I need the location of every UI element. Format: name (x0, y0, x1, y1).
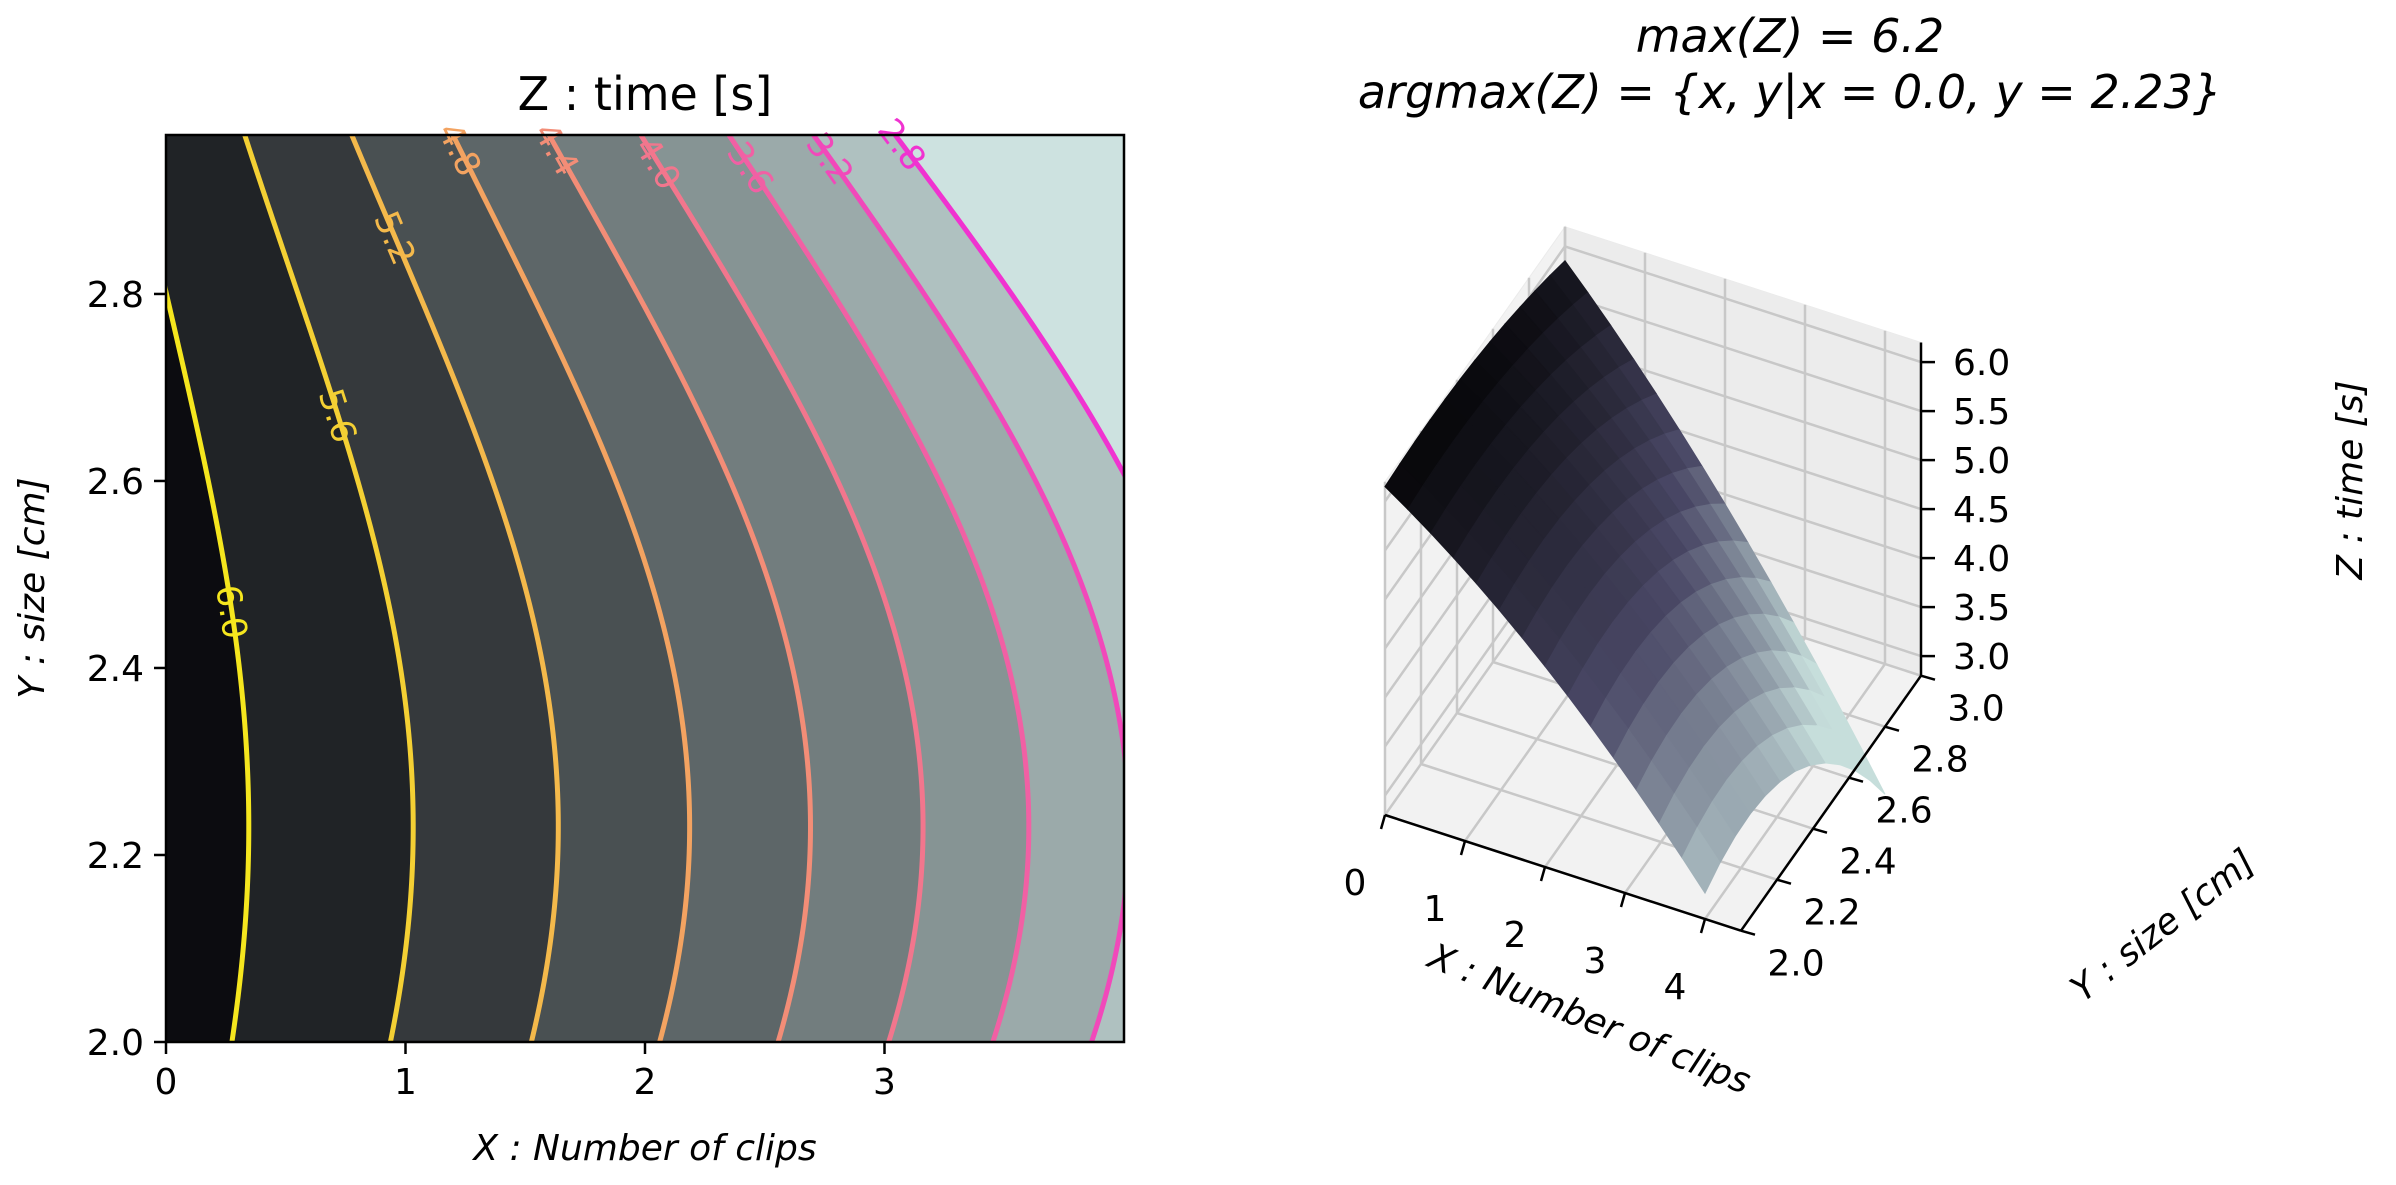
y-tick-label: 2.4 (87, 649, 144, 690)
x-tick-label: 2 (634, 1062, 657, 1103)
y-tick-label: 2.8 (87, 275, 144, 316)
axis-line (1739, 674, 1923, 932)
axis-line (1776, 878, 1792, 885)
x-tick-label: 1 (394, 1062, 417, 1103)
axis-line (1619, 892, 1627, 908)
contour-y-axis-label: Y : size [cm] (12, 477, 53, 698)
surface-x-tick-label: 3 (1584, 941, 1607, 982)
grid-line (1564, 294, 1922, 413)
surface-z-tick-label: 5.0 (1953, 441, 2010, 482)
contour-fill-layer (166, 135, 1124, 1042)
grid-line (1703, 663, 1887, 920)
surface-z-tick-label: 4.0 (1953, 539, 2010, 580)
x-tick-label: 3 (873, 1062, 896, 1103)
surface-z-tick-label: 5.5 (1953, 392, 2010, 433)
surface-title-line-1: max(Z) = 6.2 (1636, 9, 1945, 63)
contour-line (726, 135, 1032, 1042)
surface-patch (1681, 827, 1721, 895)
contour-line (242, 135, 416, 1042)
x-tick-label: 0 (155, 1062, 178, 1103)
surface-x-tick-label: 0 (1344, 863, 1367, 904)
surface-axes: 0 1 2 3 4 2.0 2.2 2.4 2.6 2.8 3.0 3.0 3.5 4.0 4.5 5.0 5.… (1344, 342, 2010, 1008)
surface-x-tick-label: 4 (1664, 967, 1687, 1008)
axis-line (1884, 725, 1900, 732)
surface-title-line-2: argmax(Z) = {x, y|x = 0.0, y = 2.23} (1358, 65, 2222, 120)
surface-z-tick-label: 3.5 (1953, 588, 2010, 629)
surface-y-tick-label: 2.4 (1839, 842, 1896, 883)
axis-line (1920, 674, 1936, 681)
surface-y-tick-label: 3.0 (1947, 689, 2004, 730)
axis-line (1539, 866, 1547, 882)
axis-line (1848, 776, 1864, 783)
surface-chart: max(Z) = 6.2 argmax(Z) = {x, y|x = 0.0, … (1344, 9, 2371, 1103)
surface-y-tick-label: 2.2 (1803, 893, 1860, 934)
contour-line (349, 135, 561, 1042)
axis-line (1384, 813, 1742, 932)
axis-line (1379, 814, 1387, 830)
surface-y-tick-label: 2.0 (1767, 944, 1824, 985)
contour-axis-ticks: 0 1 2 3 2.0 2.2 2.4 2.6 2.8 (87, 275, 896, 1103)
contour-title: Z : time [s] (518, 67, 773, 121)
surface-z-tick-label: 4.5 (1953, 490, 2010, 531)
y-tick-label: 2.2 (87, 836, 144, 877)
contour-chart: 6.05.65.24.8 4.4 4.0 3.6 3.2 2.8 0 1 2 32.02.22.… (12, 67, 1126, 1169)
contour-line (811, 135, 1124, 1042)
surface-y-tick-label: 2.6 (1875, 791, 1932, 832)
contour-x-axis-label: X : Number of clips (471, 1128, 816, 1169)
surface-x-tick-label: 1 (1424, 889, 1447, 930)
surface-mesh (1384, 259, 1886, 895)
surface-y-tick-label: 2.8 (1911, 740, 1968, 781)
contour-line-layer (166, 135, 1124, 1042)
grid-line (1564, 245, 1922, 364)
axis-line (1699, 918, 1707, 934)
surface-x-tick-label: 2 (1504, 915, 1527, 956)
contour-line (638, 135, 926, 1042)
surface-z-axis-label: Z : time [s] (2330, 380, 2371, 580)
contour-line (450, 135, 693, 1042)
surface-z-tick-label: 3.0 (1953, 637, 2010, 678)
y-tick-label: 2.0 (87, 1023, 144, 1064)
axis-line (1740, 929, 1756, 936)
surface-z-tick-label: 6.0 (1953, 343, 2010, 384)
contour-line (546, 135, 813, 1042)
contour-line (166, 280, 252, 1042)
contour-label: 6.0 (207, 582, 255, 642)
y-tick-label: 2.6 (87, 462, 144, 503)
axis-line (1812, 827, 1828, 834)
axis-line (1459, 840, 1467, 856)
surface-y-axis-label: Y : size [cm] (2063, 842, 2263, 1010)
contour-band (166, 292, 249, 1042)
contour-line (893, 135, 1124, 480)
